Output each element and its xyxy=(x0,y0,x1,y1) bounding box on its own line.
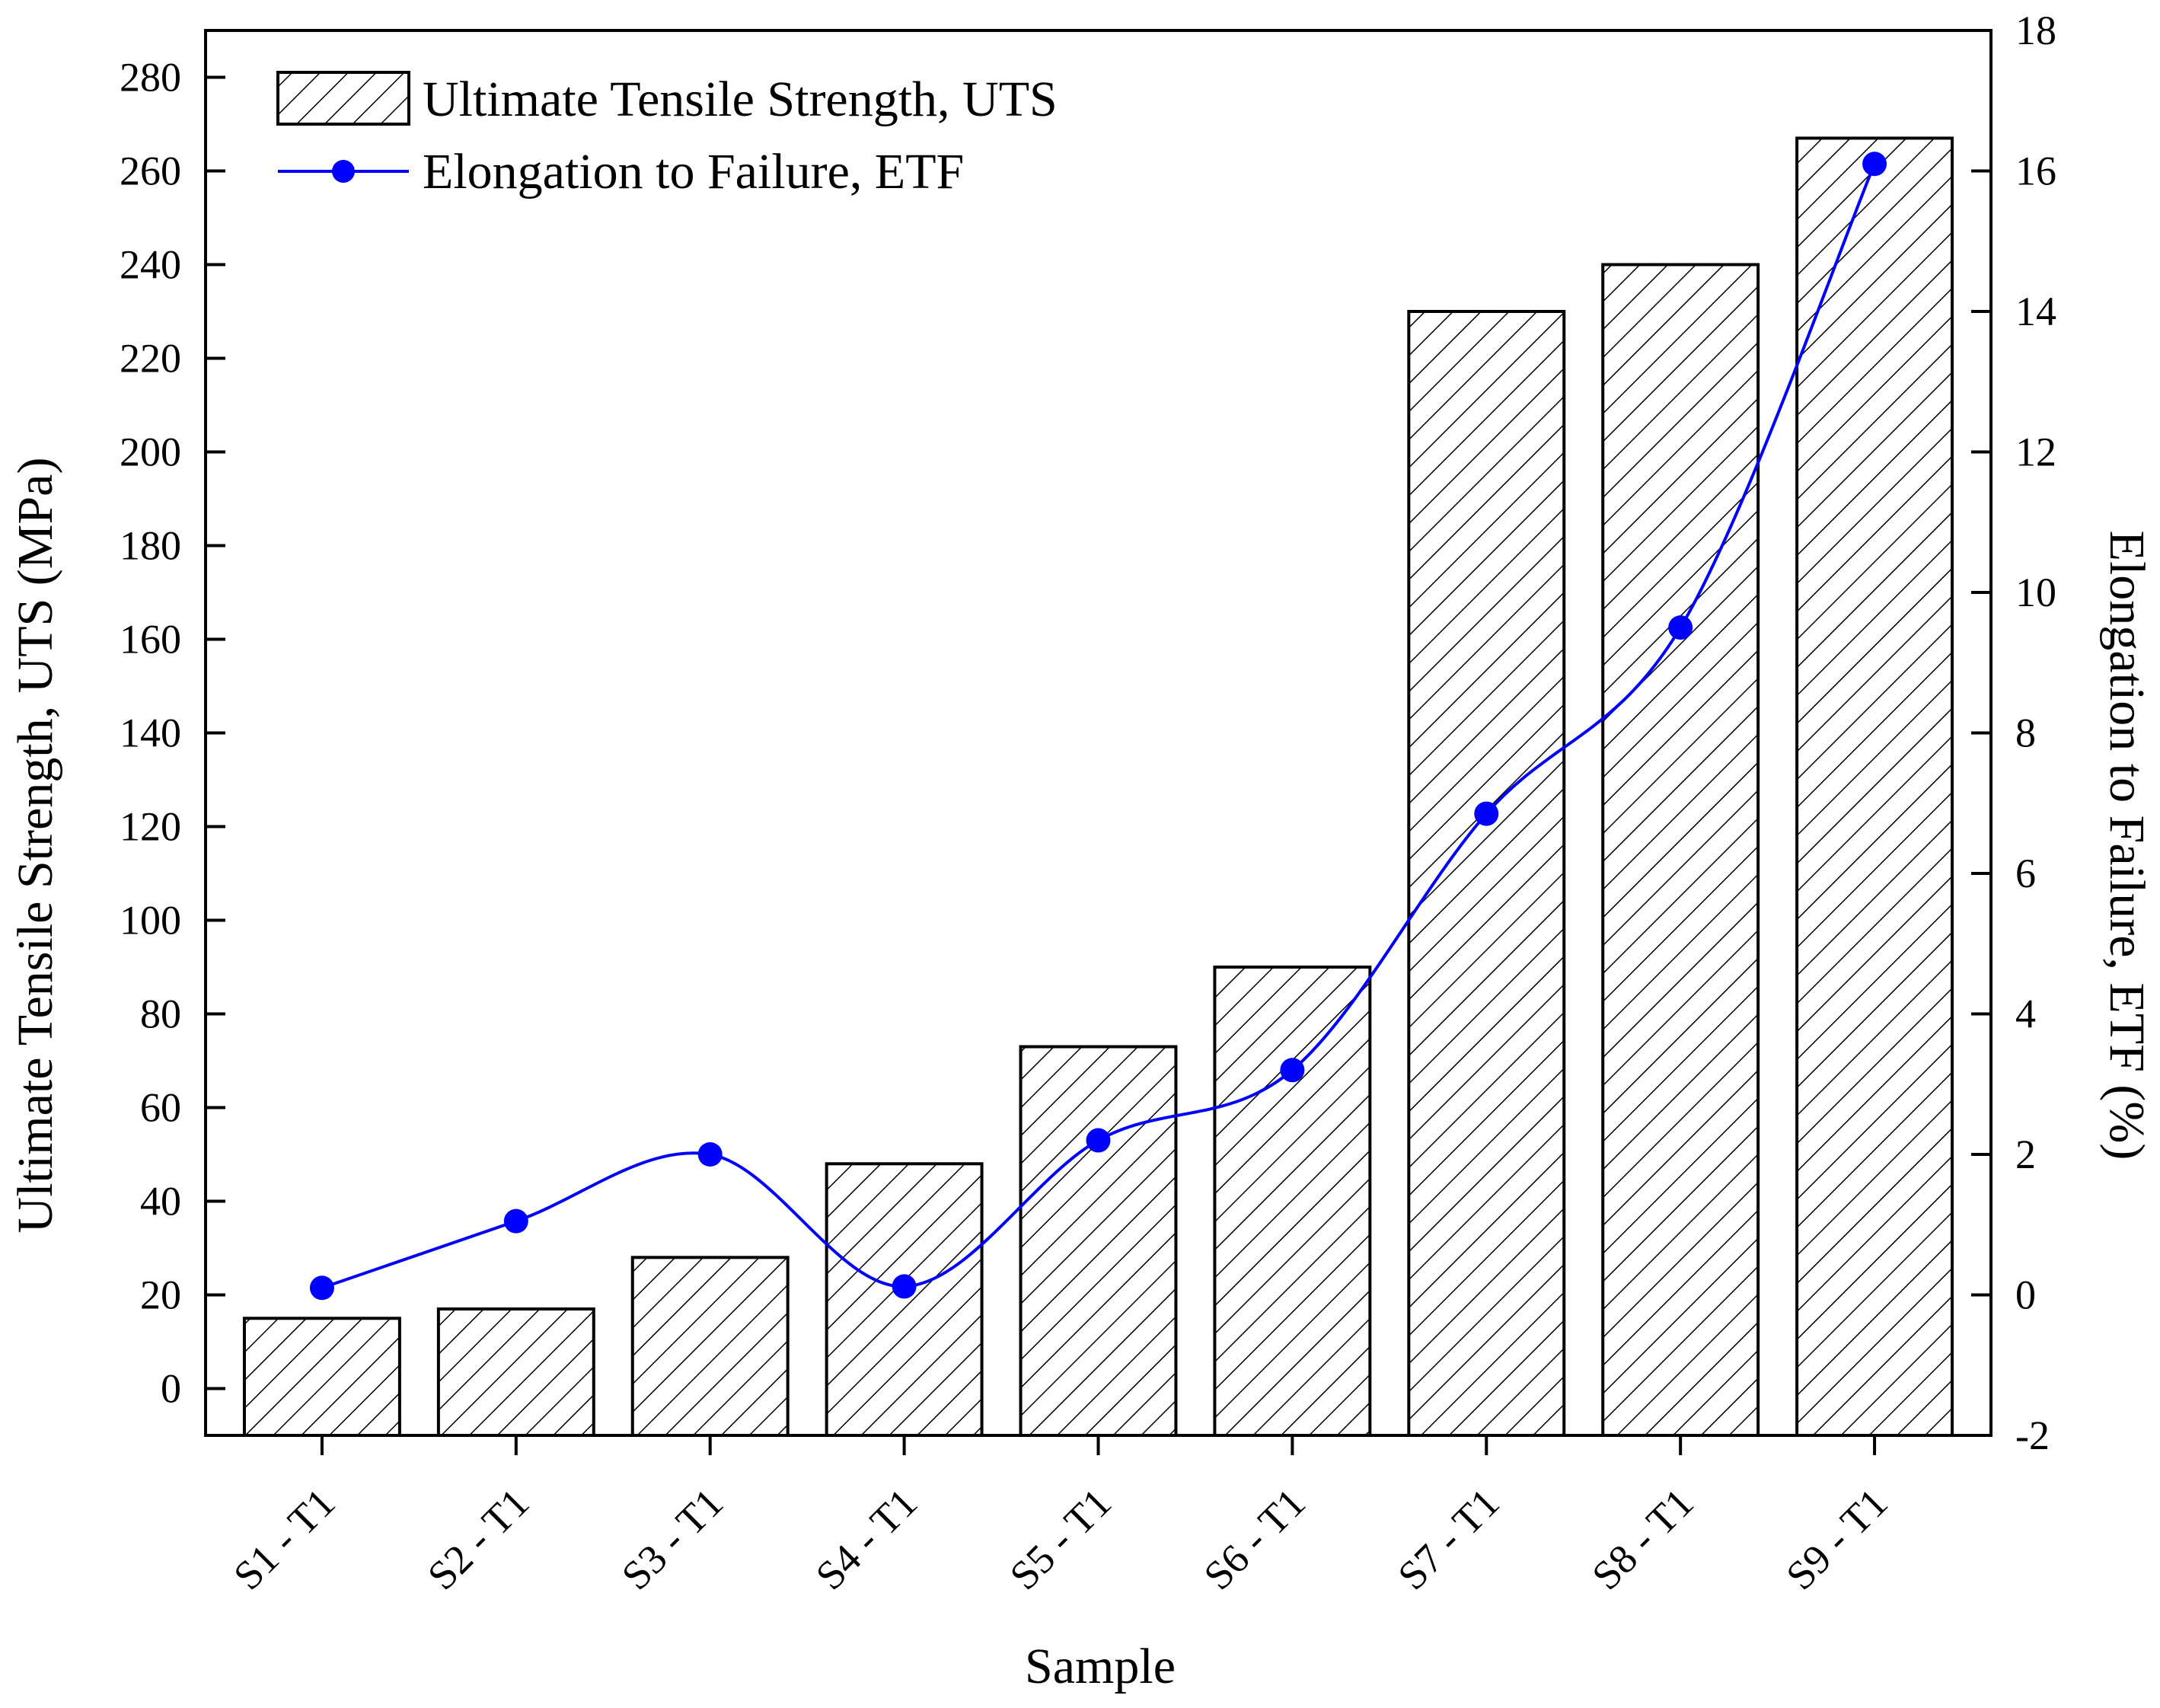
etf-point-5 xyxy=(1086,1128,1111,1153)
left-tick-label: 260 xyxy=(120,148,181,194)
left-tick-label: 80 xyxy=(140,991,181,1037)
x-axis: S1 - T1 S2 - T1 S3 - T1 S4 - T1 S5 - T1 S6 - … xyxy=(225,1435,1897,1598)
uts-bar-3 xyxy=(630,1256,790,1438)
right-tick-label: 8 xyxy=(2015,710,2036,756)
left-tick-label: 20 xyxy=(140,1272,181,1318)
left-tick-label: 140 xyxy=(120,710,181,756)
left-tick-label: 200 xyxy=(120,429,181,475)
legend-swatch-etf-marker xyxy=(332,160,355,183)
etf-point-8 xyxy=(1668,615,1693,640)
x-tick-label: S8 - T1 xyxy=(1583,1480,1702,1598)
left-axis: 0 20 40 60 80 100 120 140 160 180 200 220 240 260 280 xyxy=(120,55,225,1412)
etf-point-4 xyxy=(892,1274,917,1299)
uts-bars xyxy=(242,136,1954,1438)
left-axis-title: Ultimate Tensile Strength, UTS (MPa) xyxy=(8,458,63,1234)
legend-label-uts: Ultimate Tensile Strength, UTS xyxy=(423,72,1058,127)
legend: Ultimate Tensile Strength, UTS Elongatio… xyxy=(276,71,1058,200)
etf-point-1 xyxy=(309,1275,334,1301)
right-axis: -2 0 2 4 6 8 10 12 14 16 18 xyxy=(1971,8,2056,1458)
right-tick-label: -2 xyxy=(2015,1413,2050,1458)
left-tick-label: 220 xyxy=(120,336,181,382)
left-tick-label: 120 xyxy=(120,804,181,850)
left-tick-label: 40 xyxy=(140,1179,181,1224)
left-tick-label: 160 xyxy=(120,617,181,662)
right-tick-label: 16 xyxy=(2015,148,2056,194)
right-axis-title: Elongation to Failure, ETF (%) xyxy=(2099,531,2155,1160)
uts-bar-5 xyxy=(1019,1045,1178,1438)
right-tick-label: 4 xyxy=(2015,991,2036,1037)
left-tick-label: 0 xyxy=(161,1366,181,1412)
x-axis-title: Sample xyxy=(1025,1639,1176,1694)
etf-point-2 xyxy=(503,1208,528,1234)
etf-line-layer xyxy=(309,152,1887,1301)
x-tick-label: S9 - T1 xyxy=(1777,1480,1896,1598)
left-tick-label: 240 xyxy=(120,242,181,288)
x-tick-label: S3 - T1 xyxy=(613,1480,732,1598)
legend-swatch-uts xyxy=(276,71,410,126)
uts-bar-9 xyxy=(1795,136,1954,1438)
right-tick-label: 14 xyxy=(2015,289,2056,334)
right-tick-label: 18 xyxy=(2015,8,2056,53)
left-tick-label: 180 xyxy=(120,523,181,569)
x-tick-label: S7 - T1 xyxy=(1389,1480,1508,1598)
right-tick-label: 10 xyxy=(2015,570,2056,615)
legend-label-etf: Elongation to Failure, ETF xyxy=(423,144,964,200)
right-tick-label: 2 xyxy=(2015,1132,2036,1177)
left-tick-label: 100 xyxy=(120,898,181,943)
right-tick-label: 12 xyxy=(2015,429,2056,475)
uts-bar-7 xyxy=(1407,310,1566,1437)
uts-bar-2 xyxy=(436,1307,595,1437)
right-tick-label: 0 xyxy=(2015,1272,2036,1318)
x-tick-label: S1 - T1 xyxy=(225,1480,343,1598)
uts-bar-6 xyxy=(1213,966,1372,1437)
left-tick-label: 60 xyxy=(140,1085,181,1131)
uts-bar-4 xyxy=(825,1162,984,1438)
right-tick-label: 6 xyxy=(2015,851,2036,896)
x-tick-label: S5 - T1 xyxy=(1001,1480,1120,1598)
etf-point-9 xyxy=(1862,152,1887,177)
uts-bar-8 xyxy=(1601,263,1760,1437)
etf-point-7 xyxy=(1474,801,1499,826)
etf-point-6 xyxy=(1280,1058,1305,1083)
left-tick-label: 280 xyxy=(120,55,181,101)
uts-bar-1 xyxy=(242,1317,401,1437)
x-tick-label: S4 - T1 xyxy=(807,1480,926,1598)
etf-point-3 xyxy=(697,1142,723,1167)
x-tick-label: S2 - T1 xyxy=(419,1480,538,1598)
x-tick-label: S6 - T1 xyxy=(1195,1480,1314,1598)
